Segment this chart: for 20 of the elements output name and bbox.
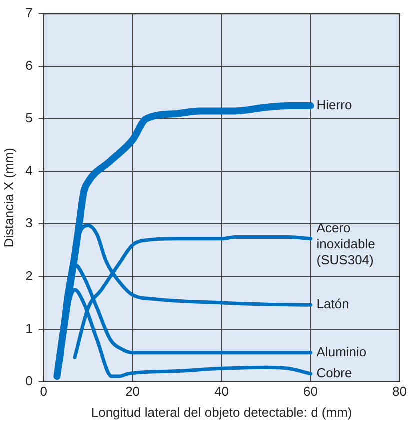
- y-tick-label: 6: [26, 58, 33, 74]
- series-label: Latón: [316, 296, 350, 312]
- x-tick-label: 80: [392, 384, 408, 400]
- y-tick-label: 3: [26, 216, 33, 231]
- y-axis-title: Distancia X (mm): [1, 148, 16, 248]
- y-tick-label: 5: [26, 110, 33, 126]
- y-tick-label: 2: [26, 268, 33, 284]
- series-label: Aluminio: [316, 344, 367, 360]
- series-label: Cobre: [316, 365, 352, 380]
- x-tick-label: 60: [304, 384, 318, 400]
- x-tick-label: 0: [40, 384, 48, 400]
- x-axis-title: Longitud lateral del objeto detectable: d (mm): [91, 404, 352, 420]
- series-label: Acero inoxidable (SUS304): [316, 220, 376, 268]
- y-tick-label: 7: [26, 6, 33, 21]
- series-label: Hierro: [316, 98, 352, 113]
- x-tick-label: 40: [214, 384, 230, 400]
- y-tick-label: 4: [26, 163, 33, 178]
- y-tick-label: 1: [26, 320, 33, 336]
- x-tick-label: 20: [126, 384, 140, 400]
- y-tick-label: 0: [26, 373, 33, 388]
